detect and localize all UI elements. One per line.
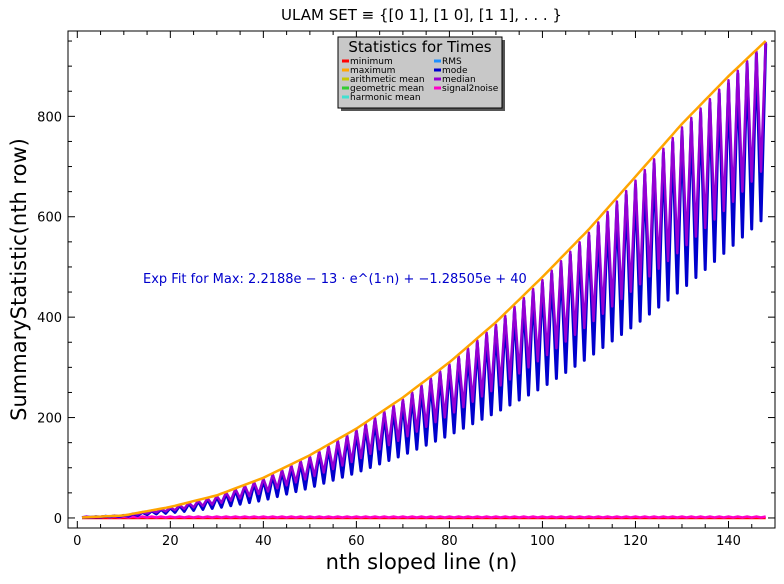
fit-annotation: Exp Fit for Max: 2.2188e − 13 · e^(1·n) … <box>143 272 527 287</box>
x-tick-label: 20 <box>162 534 179 549</box>
legend-box <box>337 36 503 109</box>
x-tick-label: 40 <box>255 534 272 549</box>
legend-label-signal2noise: signal2noise <box>442 84 499 94</box>
series-maximum <box>81 40 767 519</box>
x-tick-label: 100 <box>530 534 555 549</box>
y-tick-label: 400 <box>37 311 62 326</box>
legend-label-geometric-mean: geometric mean <box>350 84 424 94</box>
plot-area <box>81 40 768 520</box>
legend-label-arithmetic-mean: arithmetic mean <box>350 75 425 85</box>
x-tick-label: 0 <box>73 534 81 549</box>
x-axis-title: nth sloped line (n) <box>326 550 518 574</box>
series-signal2noise <box>81 515 766 519</box>
legend: Statistics for Timesminimummaximumarithm… <box>337 36 505 111</box>
y-tick-label: 200 <box>37 412 62 427</box>
chart-title: ULAM SET ≡ {[0 1], [1 0], [1 1], . . . } <box>281 6 562 24</box>
legend-label-minimum: minimum <box>350 57 393 67</box>
plot-frame <box>67 30 776 529</box>
axes: 0 20 40 60 80 100 120 140 0 200 400 600 800 <box>37 30 776 549</box>
y-tick-label: 0 <box>54 512 62 527</box>
x-tick-label: 80 <box>441 534 458 549</box>
x-tick-label: 140 <box>716 534 741 549</box>
legend-label-harmonic-mean: harmonic mean <box>350 93 421 103</box>
x-tick-label: 120 <box>623 534 648 549</box>
y-tick-label: 800 <box>37 110 62 125</box>
legend-label-RMS: RMS <box>442 57 462 67</box>
x-tick-label: 60 <box>348 534 365 549</box>
legend-title: Statistics for Times <box>348 38 491 56</box>
legend-label-maximum: maximum <box>350 66 395 76</box>
y-axis-title: SummaryStatistic(nth row) <box>7 138 31 421</box>
series-median <box>81 41 767 519</box>
y-tick-label: 600 <box>37 211 62 226</box>
fit-annotation-text: Exp Fit for Max: 2.2188e − 13 · e^(1·n) … <box>143 272 527 287</box>
legend-label-mode: mode <box>442 66 468 76</box>
legend-label-median: median <box>442 75 476 85</box>
